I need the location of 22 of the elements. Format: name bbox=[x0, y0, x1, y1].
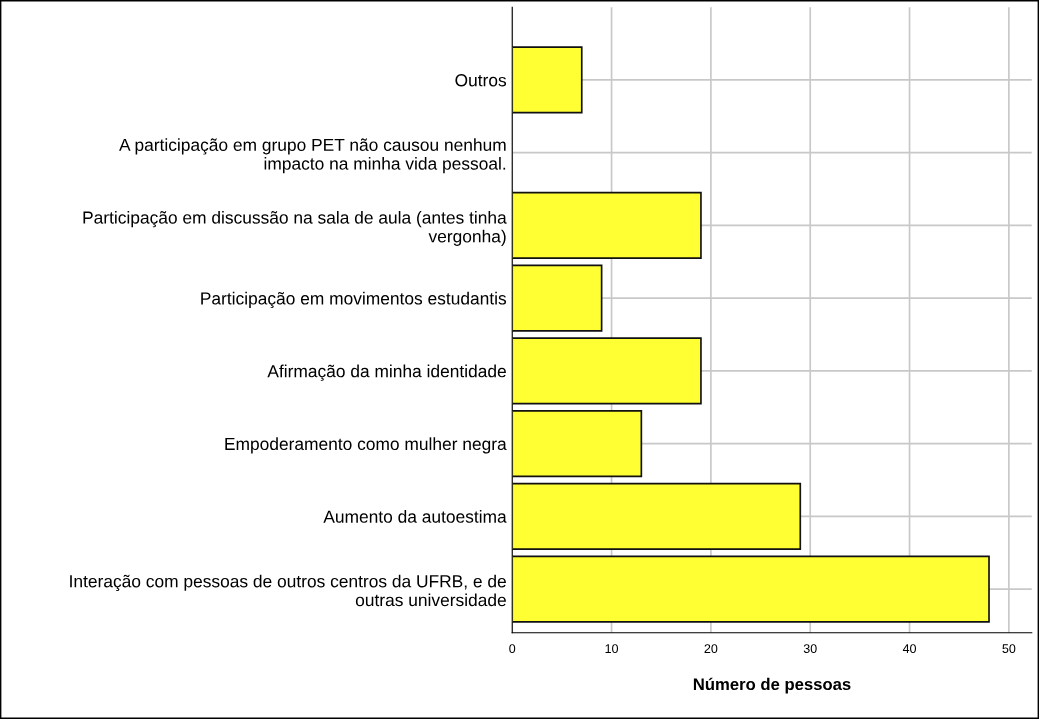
x-tick-label: 0 bbox=[509, 644, 516, 654]
bar bbox=[512, 555, 990, 623]
x-tick-label: 50 bbox=[1002, 644, 1016, 654]
y-tick-label: Participação em movimentos estudantis bbox=[201, 291, 507, 309]
bar bbox=[512, 191, 702, 259]
x-tick-label: 40 bbox=[902, 644, 917, 654]
bar bbox=[512, 337, 702, 405]
y-tick-label: Participação em discussão na sala de aula (antes tinha vergonha) bbox=[83, 210, 507, 246]
y-tick-label: Interação com pessoas de outros centros da UFRB, e de outras universidade bbox=[70, 574, 506, 607]
x-tick-label: 30 bbox=[803, 644, 817, 654]
x-tick-label: 20 bbox=[704, 644, 718, 654]
x-tick-label: 10 bbox=[605, 644, 619, 654]
bar bbox=[512, 410, 643, 478]
y-tick-label: Empoderamento como mulher negra bbox=[225, 437, 507, 454]
bar bbox=[512, 46, 583, 114]
y-tick-label: Afirmação da minha identidade bbox=[267, 364, 506, 381]
y-tick-label: A participação em grupo PET não causou nenhum impacto na minha vida pessoal. bbox=[119, 138, 506, 174]
bar bbox=[512, 264, 603, 332]
y-tick-label: Aumento da autoestima bbox=[323, 510, 507, 523]
x-axis-title: Número de pessoas bbox=[693, 677, 851, 694]
bar bbox=[512, 482, 802, 550]
y-tick-label: Outros bbox=[455, 74, 507, 87]
